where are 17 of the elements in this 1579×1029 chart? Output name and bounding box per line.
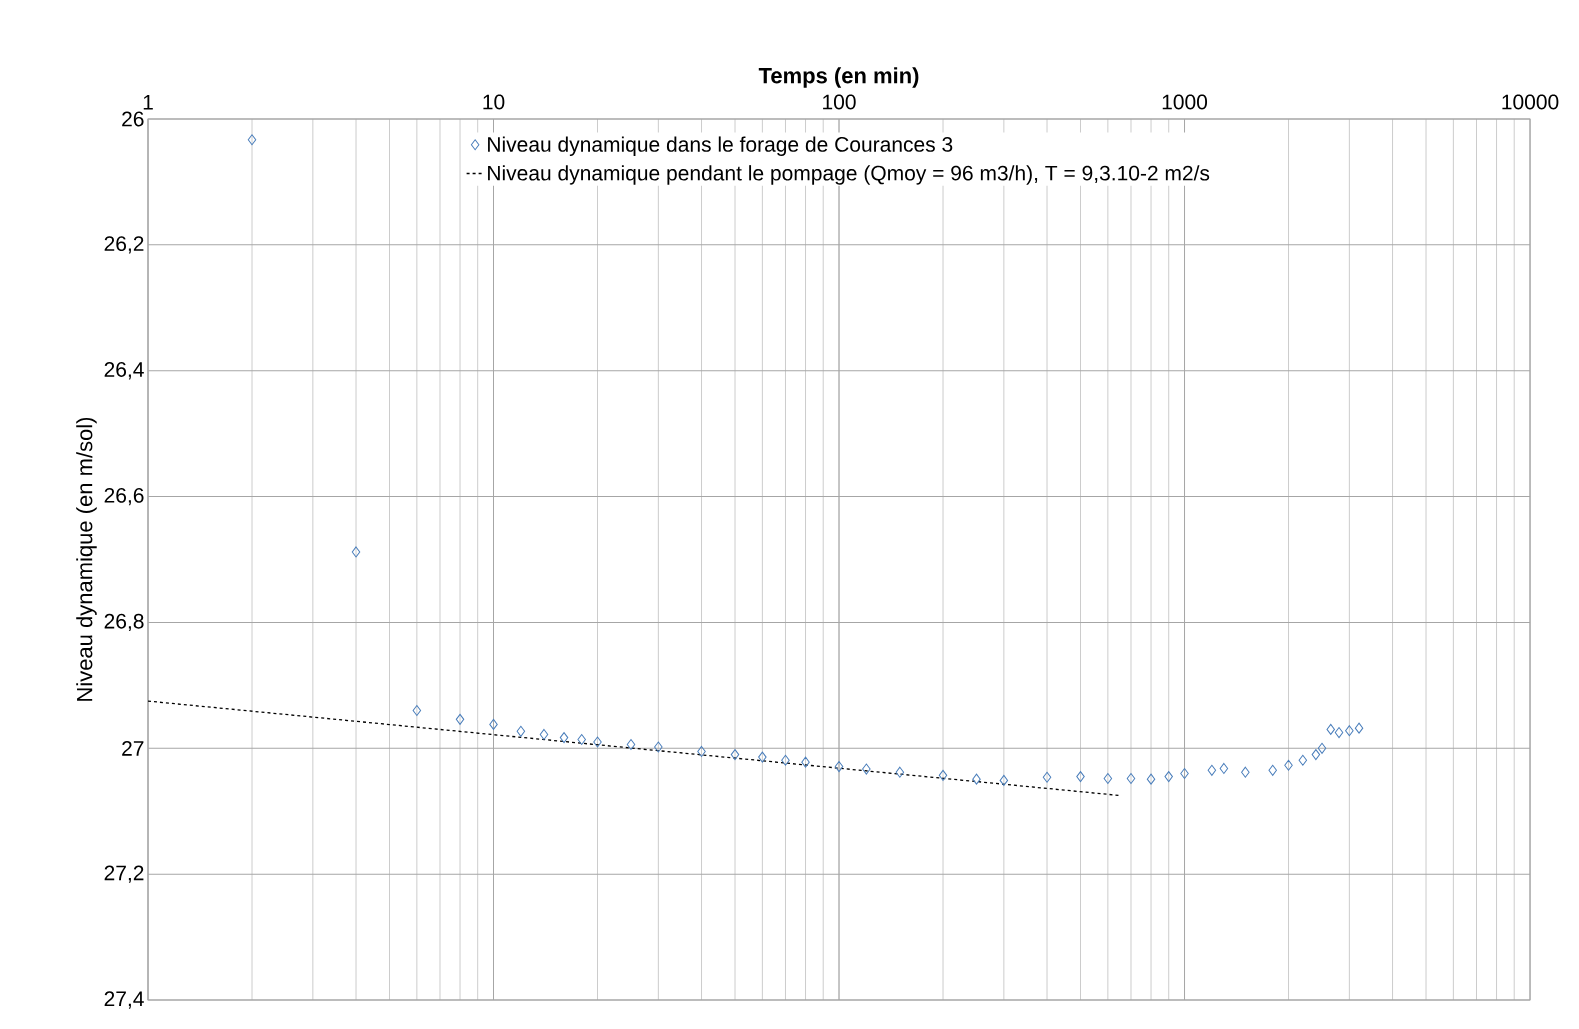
- x-tick-label: 10000: [1502, 94, 1559, 110]
- x-tick-label: 1000: [1162, 94, 1208, 110]
- x-tick-label: 100: [823, 94, 856, 110]
- y-tick-label: 27: [122, 740, 144, 756]
- x-axis-title: Temps (en min): [758, 67, 919, 88]
- y-tick-label: 27,4: [104, 991, 144, 1009]
- y-tick-label: 26,8: [104, 613, 144, 632]
- y-tick-label: 26,6: [104, 487, 144, 506]
- legend-label: Niveau dynamique dans le forage de Courances 3: [488, 136, 953, 156]
- legend-label: Niveau dynamique pendant le pompage (Qmoy = 96 m3/h), T = 9,3.10-2 m2/s: [488, 165, 1210, 185]
- y-axis-title: Niveau dynamique (en m/sol): [76, 417, 97, 701]
- y-tick-label: 26,2: [104, 236, 144, 254]
- y-tick-label: 27,2: [104, 865, 144, 883]
- x-tick-label: 10: [483, 94, 505, 110]
- y-tick-label: 26,4: [104, 362, 144, 380]
- x-tick-label: 1: [143, 95, 153, 110]
- y-tick-label: 26: [122, 111, 144, 127]
